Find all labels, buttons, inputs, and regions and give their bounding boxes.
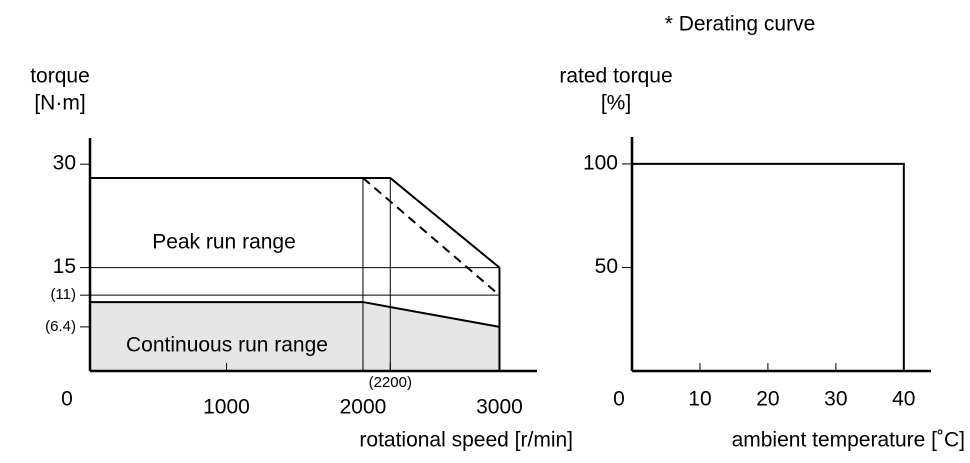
y-tick-label: 30 xyxy=(53,152,76,175)
y-axis-label: torque xyxy=(30,65,90,88)
x-tick-label: (2200) xyxy=(369,374,412,391)
y-tick-label: 50 xyxy=(595,255,618,278)
y-tick-label: (11) xyxy=(50,286,76,303)
x-tick-label: 40 xyxy=(892,388,915,411)
x-tick-label: 10 xyxy=(688,388,711,411)
region-label: Continuous run range xyxy=(126,334,328,357)
y-tick-label: 100 xyxy=(583,151,618,174)
x-tick-label: 2000 xyxy=(340,396,387,419)
x-axis-label: ambient temperature [˚C] xyxy=(732,429,965,452)
origin-label: 0 xyxy=(61,388,73,411)
line xyxy=(362,177,501,296)
chart-title: * Derating curve xyxy=(665,13,816,36)
y-axis-label: [%] xyxy=(601,92,631,115)
x-tick-label: 20 xyxy=(756,388,779,411)
line xyxy=(632,162,905,371)
x-tick-label: 30 xyxy=(824,388,847,411)
y-tick-label: (6.4) xyxy=(45,318,76,335)
x-axis-label: rotational speed [r/min] xyxy=(359,429,573,452)
y-axis-label: rated torque xyxy=(559,65,672,88)
area xyxy=(90,302,500,371)
y-axis-label: [N·m] xyxy=(34,92,85,115)
y-tick-label: 15 xyxy=(53,255,76,278)
x-tick-label: 3000 xyxy=(476,396,523,419)
origin-label: 0 xyxy=(613,388,625,411)
region-label: Peak run range xyxy=(152,231,296,254)
line xyxy=(90,176,501,269)
x-tick-label: 1000 xyxy=(203,396,250,419)
